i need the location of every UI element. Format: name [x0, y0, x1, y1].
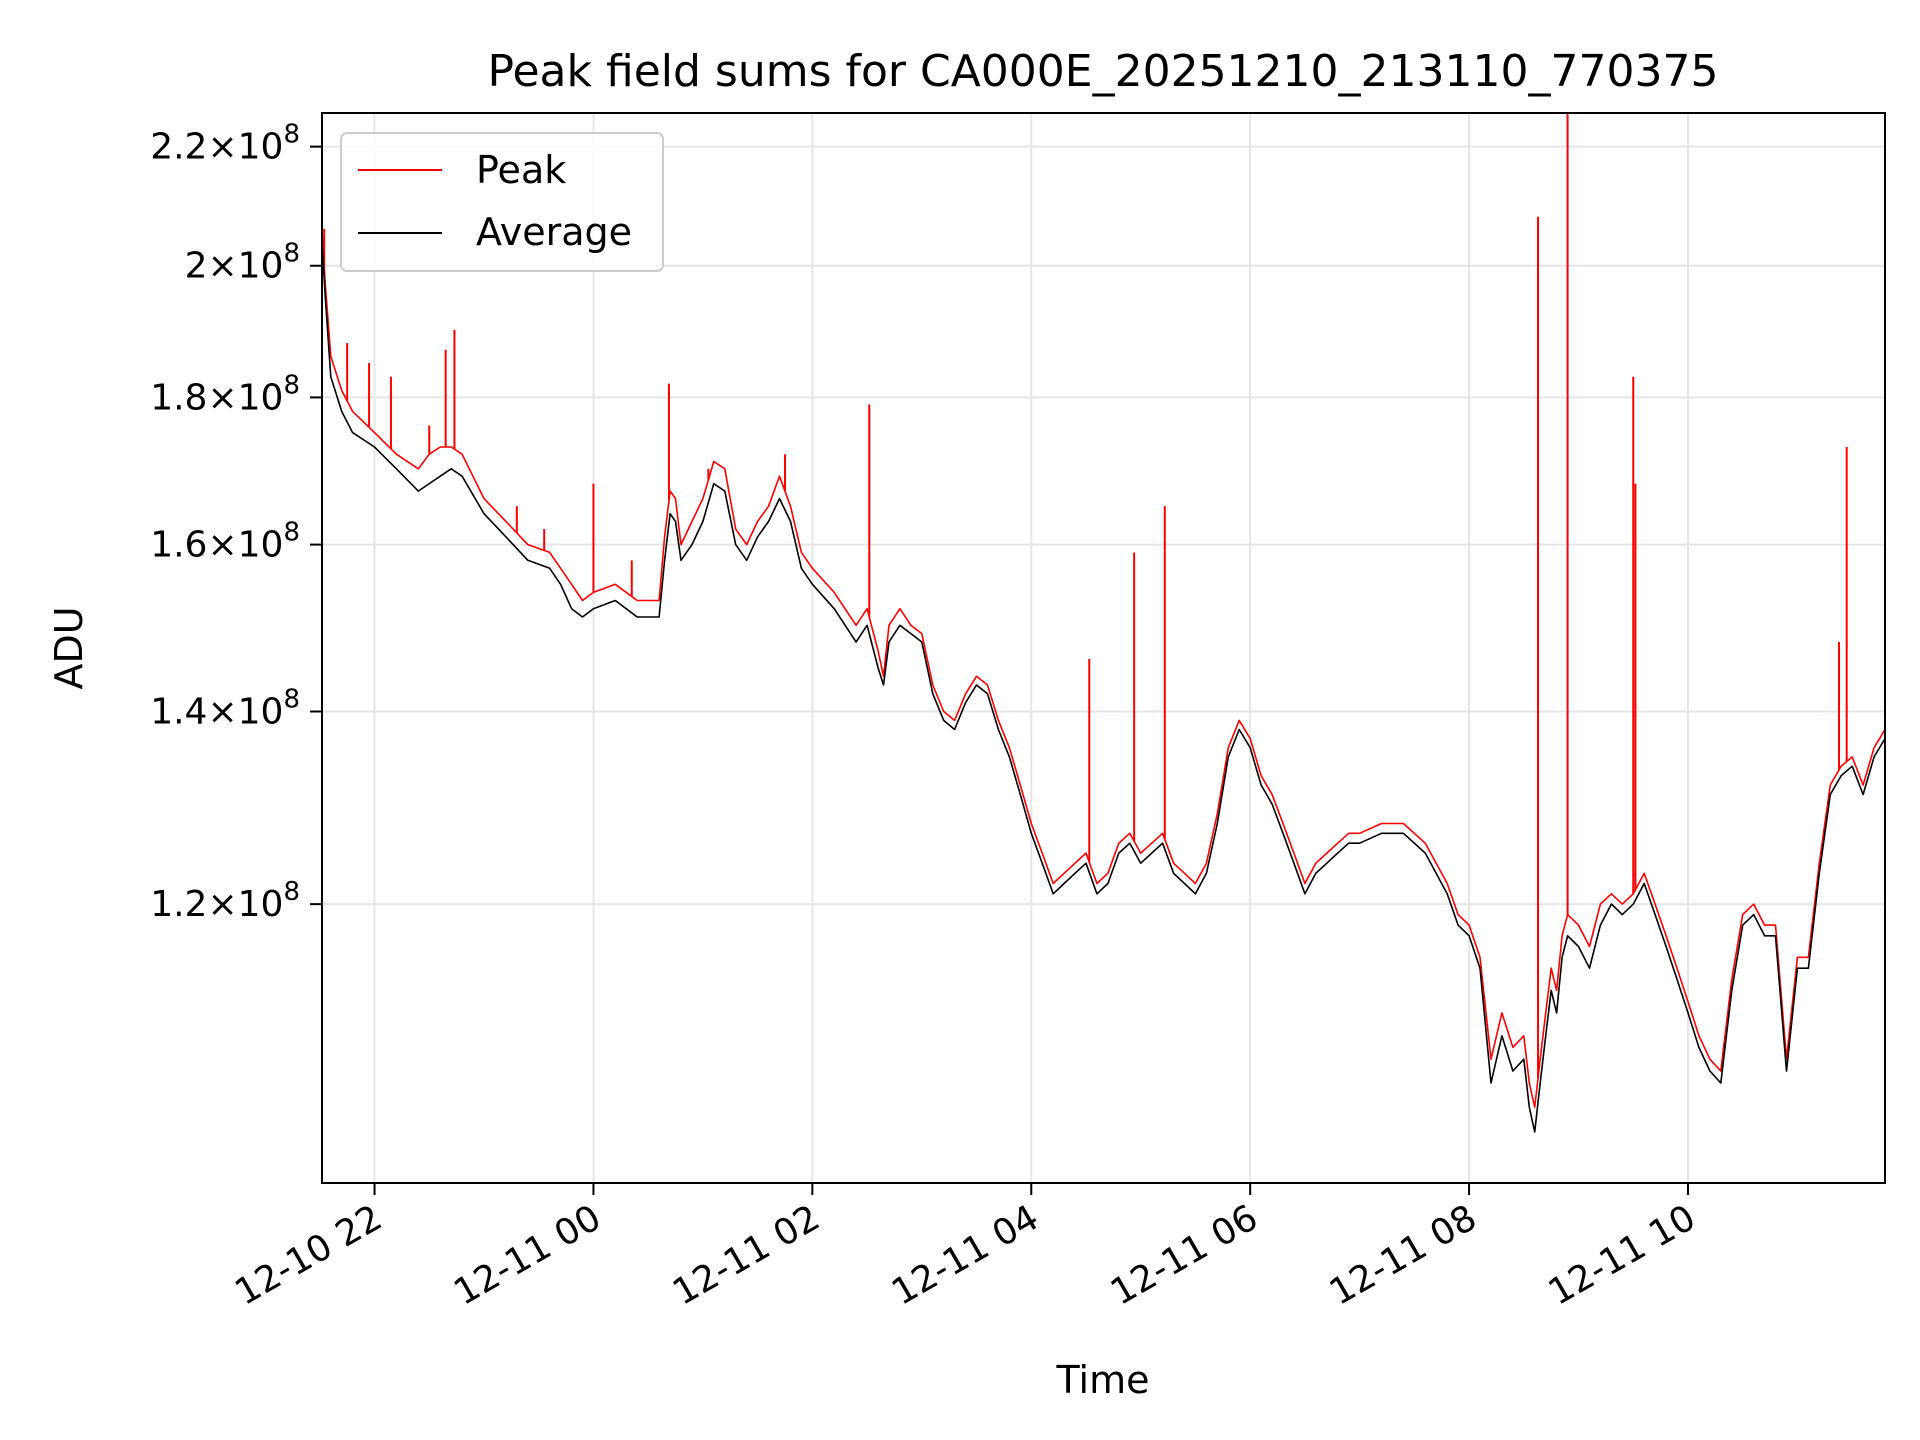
chart-title: Peak field sums for CA000E_20251210_2131…	[488, 46, 1719, 97]
y-axis-ticks: 1.2×108 1.4×108 1.6×108 1.8×108 2×108 2.2×108	[150, 120, 322, 925]
x-axis-label: Time	[1056, 1358, 1150, 1402]
y-tick-label: 2×108	[185, 239, 300, 287]
legend-label-peak: Peak	[476, 148, 566, 192]
y-axis-label: ADU	[47, 606, 91, 689]
y-tick-label: 1.4×108	[150, 684, 300, 732]
legend: Peak Average	[340, 132, 664, 272]
legend-box	[340, 132, 664, 272]
y-tick-label: 2.2×108	[150, 120, 300, 168]
y-tick-label: 1.8×108	[150, 370, 300, 418]
series-line-average	[322, 240, 1885, 1133]
legend-label-average: Average	[476, 210, 632, 254]
series-line-peak	[322, 228, 1885, 1108]
plot-area	[322, 113, 1885, 1133]
peak-spikes	[323, 113, 1848, 1079]
y-tick-label: 1.6×108	[150, 518, 300, 566]
y-tick-label: 1.2×108	[150, 877, 300, 925]
plot-frame	[321, 112, 1886, 1184]
